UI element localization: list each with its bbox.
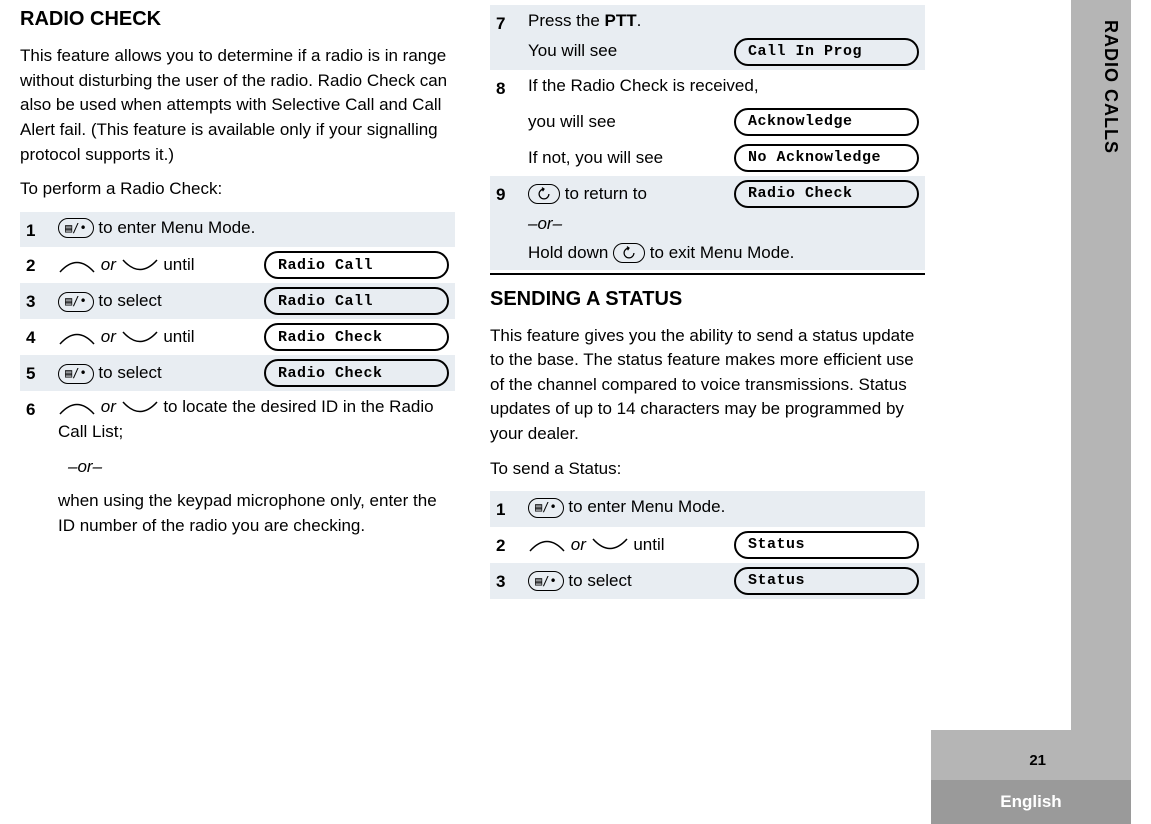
step-5-text: to select — [98, 363, 161, 382]
lcd-display: Radio Check — [264, 323, 449, 351]
step-num: 4 — [26, 323, 58, 351]
status-step-1: 1 ▤/• to enter Menu Mode. — [490, 491, 925, 527]
step-9-text3: to exit Menu Mode. — [650, 243, 795, 262]
steps-radio-check: 1 ▤/• to enter Menu Mode. 2 — [20, 212, 455, 543]
lcd-display: Status — [734, 567, 919, 595]
or-word: or — [101, 255, 116, 274]
step-7: 7 Press the PTT. You will see Call In Pr… — [490, 5, 925, 70]
left-column: RADIO CHECK This feature allows you to d… — [20, 5, 455, 599]
steps-sending-status: 1 ▤/• to enter Menu Mode. 2 — [490, 491, 925, 599]
down-arc-icon — [121, 257, 159, 275]
step-1: 1 ▤/• to enter Menu Mode. — [20, 212, 455, 248]
intro-radio-check: This feature allows you to determine if … — [20, 44, 455, 167]
heading-sending-status: SENDING A STATUS — [490, 285, 925, 314]
step-3: 3 ▤/• to select Radio Call — [20, 283, 455, 319]
menu-button-icon: ▤/• — [528, 571, 564, 591]
menu-button-icon: ▤/• — [58, 218, 94, 238]
or-word: or — [571, 535, 586, 554]
up-arc-icon — [58, 257, 96, 275]
step-num: 2 — [26, 251, 58, 279]
lcd-display: Radio Check — [264, 359, 449, 387]
back-button-icon — [528, 184, 560, 204]
step-9-text1: to return to — [565, 184, 647, 203]
step-8: 8 If the Radio Check is received, you wi… — [490, 70, 925, 177]
status-step-2-text: until — [633, 535, 664, 554]
step-1-text: to enter Menu Mode. — [98, 218, 255, 237]
step-4: 4 or until Radio Check — [20, 319, 455, 355]
step-7-pre: Press the — [528, 11, 605, 30]
sidebar-section-label: RADIO CALLS — [1100, 20, 1121, 154]
status-step-2: 2 or until Status — [490, 527, 925, 563]
sidebar-tab: RADIO CALLS — [931, 0, 1131, 780]
page-root: RADIO CALLS RADIO CHECK This feature all… — [0, 0, 1151, 824]
step-num: 5 — [26, 359, 58, 387]
menu-button-icon: ▤/• — [58, 292, 94, 312]
step-8-text: If the Radio Check is received, — [528, 74, 919, 99]
lcd-display: Radio Call — [264, 287, 449, 315]
step-num: 8 — [496, 74, 528, 102]
step-num: 3 — [26, 287, 58, 315]
step-num: 1 — [26, 216, 58, 244]
menu-button-icon: ▤/• — [528, 498, 564, 518]
step-6-line2: when using the keypad microphone only, e… — [58, 489, 449, 538]
step-num: 9 — [496, 180, 528, 208]
down-arc-icon — [121, 329, 159, 347]
up-arc-icon — [58, 329, 96, 347]
lcd-display: Acknowledge — [734, 108, 919, 136]
status-step-3: 3 ▤/• to select Status — [490, 563, 925, 599]
lcd-display: No Acknowledge — [734, 144, 919, 172]
footer-language: English — [931, 780, 1131, 824]
step-num: 1 — [496, 495, 528, 523]
lcd-display: Radio Check — [734, 180, 919, 208]
right-column: 7 Press the PTT. You will see Call In Pr… — [490, 5, 925, 599]
page-number: 21 — [1029, 752, 1046, 769]
ptt-label: PTT — [605, 11, 637, 30]
step-num: 3 — [496, 567, 528, 595]
steps-radio-check-cont: 7 Press the PTT. You will see Call In Pr… — [490, 5, 925, 270]
step-9-text2: Hold down — [528, 243, 608, 262]
step-num: 2 — [496, 531, 528, 559]
sidebar-white-block — [931, 0, 1071, 730]
lcd-display: Radio Call — [264, 251, 449, 279]
status-step-3-text: to select — [568, 571, 631, 590]
step-2: 2 or until Radio Call — [20, 247, 455, 283]
step-6: 6 or to locate the desired ID in the Rad… — [20, 391, 455, 542]
back-button-icon — [613, 243, 645, 263]
step-5: 5 ▤/• to select Radio Check — [20, 355, 455, 391]
step-6-or: –or– — [58, 455, 449, 480]
up-arc-icon — [58, 399, 96, 417]
down-arc-icon — [591, 536, 629, 554]
step-3-text: to select — [98, 291, 161, 310]
lcd-display: Call In Prog — [734, 38, 919, 66]
lead-radio-check: To perform a Radio Check: — [20, 177, 455, 202]
step-2-text: until — [163, 255, 194, 274]
lcd-display: Status — [734, 531, 919, 559]
step-num: 7 — [496, 9, 528, 37]
step-9: 9 to return to Radio Check –or– Hold dow… — [490, 176, 925, 269]
down-arc-icon — [121, 399, 159, 417]
status-step-1-text: to enter Menu Mode. — [568, 497, 725, 516]
step-8-sub1: you will see — [528, 110, 726, 135]
up-arc-icon — [528, 536, 566, 554]
lead-sending-status: To send a Status: — [490, 457, 925, 482]
or-word: or — [101, 397, 116, 416]
or-word: or — [101, 327, 116, 346]
section-divider — [490, 273, 925, 275]
menu-button-icon: ▤/• — [58, 364, 94, 384]
step-num: 6 — [26, 395, 58, 423]
step-7-line2: You will see — [528, 39, 726, 64]
step-7-post: . — [637, 11, 642, 30]
heading-radio-check: RADIO CHECK — [20, 5, 455, 34]
intro-sending-status: This feature gives you the ability to se… — [490, 324, 925, 447]
step-4-text: until — [163, 327, 194, 346]
step-9-or: –or– — [528, 214, 562, 233]
step-8-sub2: If not, you will see — [528, 146, 726, 171]
